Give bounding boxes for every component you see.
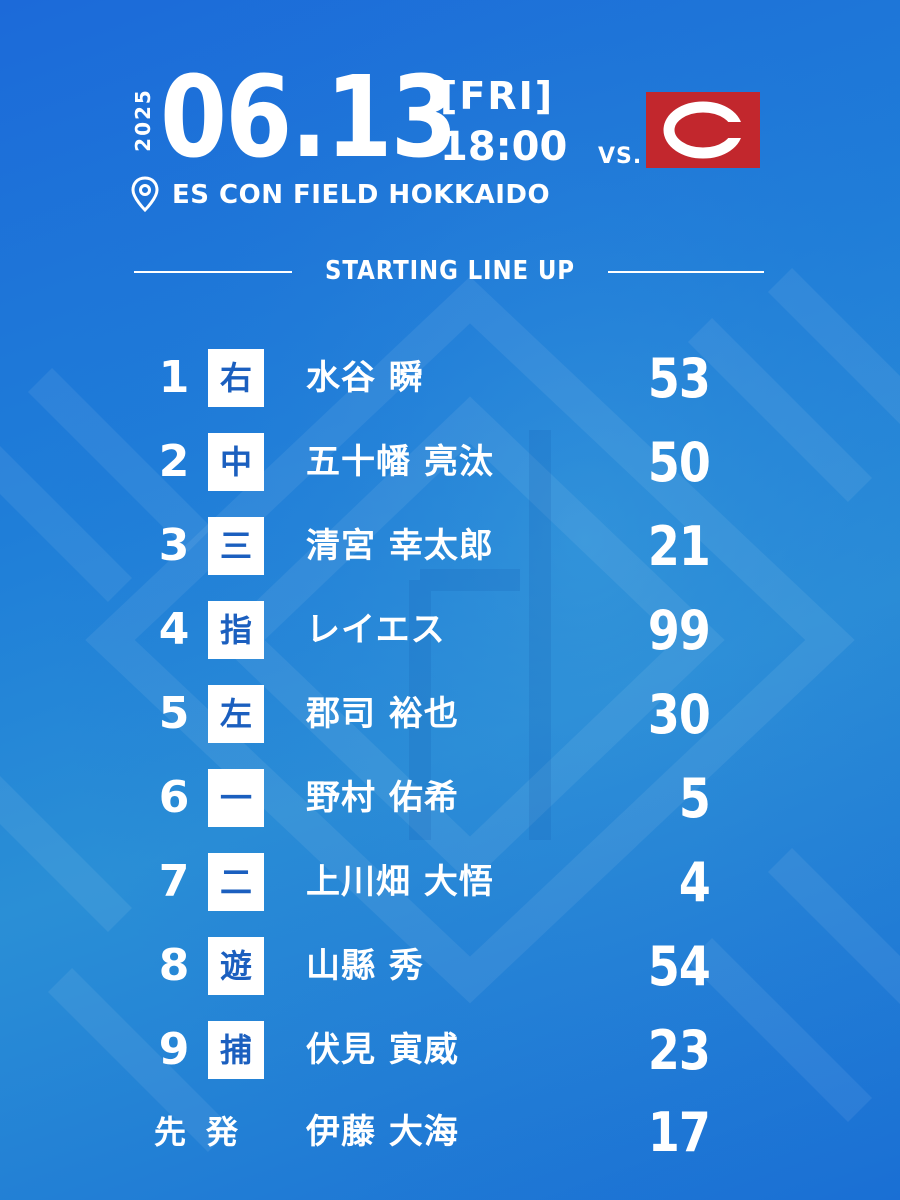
player-name: 清宮 幸太郎 — [306, 526, 494, 566]
uniform-number: 4 — [678, 851, 711, 914]
section-title: STARTING LINE UP — [325, 256, 575, 286]
lineup-row: 4 指 レイエス 99 — [0, 590, 900, 674]
batting-order: 4 — [158, 604, 190, 655]
venue-name: ES CON FIELD HOKKAIDO — [172, 180, 551, 210]
year-text: 2025 — [131, 88, 155, 152]
uniform-number: 21 — [647, 515, 711, 578]
starter-label: 先発 — [154, 1113, 259, 1151]
title-rule-left — [134, 271, 292, 273]
uniform-number: 5 — [678, 767, 711, 830]
lineup-row: 6 一 野村 佑希 5 — [0, 758, 900, 842]
game-time: 18:00 — [440, 124, 568, 170]
lineup-row: 5 左 郡司 裕也 30 — [0, 674, 900, 758]
batting-order: 8 — [158, 940, 190, 991]
uniform-number: 53 — [647, 347, 711, 410]
position-badge: 指 — [208, 601, 264, 659]
lineup-row: 7 二 上川畑 大悟 4 — [0, 842, 900, 926]
game-day: [FRI] — [440, 74, 555, 118]
position-badge: 右 — [208, 349, 264, 407]
player-name: 郡司 裕也 — [306, 694, 459, 734]
position-badge: 遊 — [208, 937, 264, 995]
year: 2025 — [131, 70, 155, 170]
batting-order: 6 — [158, 772, 190, 823]
starter-number: 17 — [647, 1101, 711, 1164]
position-badge: 一 — [208, 769, 264, 827]
position-badge: 左 — [208, 685, 264, 743]
lineup-row: 2 中 五十幡 亮汰 50 — [0, 422, 900, 506]
player-name: 野村 佑希 — [306, 778, 459, 818]
player-name: 上川畑 大悟 — [306, 862, 494, 902]
position-badge: 捕 — [208, 1021, 264, 1079]
location-pin-icon — [131, 176, 159, 212]
starting-pitcher-row: 先発 伊藤 大海 17 — [0, 1092, 900, 1176]
opponent-logo — [646, 92, 760, 168]
player-name: 水谷 瞬 — [306, 358, 424, 398]
uniform-number: 23 — [647, 1019, 711, 1082]
title-rule-right — [608, 271, 764, 273]
player-name: 山縣 秀 — [306, 946, 424, 986]
player-name: レイエス — [306, 610, 446, 650]
position-badge: 三 — [208, 517, 264, 575]
player-name: 五十幡 亮汰 — [306, 442, 494, 482]
batting-order: 3 — [158, 520, 190, 571]
lineup-row: 8 遊 山縣 秀 54 — [0, 926, 900, 1010]
vs-label: VS. — [598, 144, 643, 169]
carp-c-logo-icon — [663, 101, 744, 159]
batting-order: 2 — [158, 436, 190, 487]
uniform-number: 30 — [647, 683, 711, 746]
batting-order: 9 — [158, 1024, 190, 1075]
lineup-row: 3 三 清宮 幸太郎 21 — [0, 506, 900, 590]
starter-name: 伊藤 大海 — [306, 1112, 459, 1152]
uniform-number: 99 — [647, 599, 711, 662]
batting-order: 5 — [158, 688, 190, 739]
uniform-number: 50 — [647, 431, 711, 494]
lineup-row: 9 捕 伏見 寅威 23 — [0, 1010, 900, 1094]
position-badge: 中 — [208, 433, 264, 491]
batting-order: 1 — [158, 352, 190, 403]
uniform-number: 54 — [647, 935, 711, 998]
batting-order: 7 — [158, 856, 190, 907]
position-badge: 二 — [208, 853, 264, 911]
player-name: 伏見 寅威 — [306, 1030, 459, 1070]
lineup-row: 1 右 水谷 瞬 53 — [0, 338, 900, 422]
game-header: 2025 06.13 [FRI] 18:00 VS. ES CON FIELD … — [0, 0, 900, 300]
game-date: 06.13 — [160, 53, 458, 183]
